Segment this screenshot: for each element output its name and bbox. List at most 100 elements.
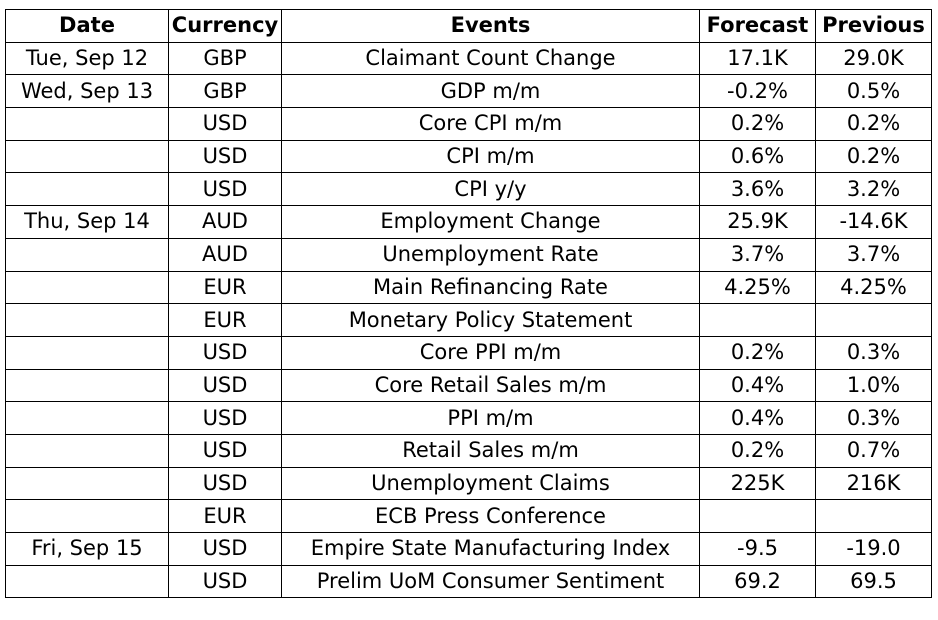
event-cell: GDP m/m (281, 74, 700, 109)
date-cell (5, 433, 169, 468)
date-cell: Wed, Sep 13 (5, 74, 169, 109)
previous-cell: 69.5 (815, 564, 932, 599)
economic-calendar-table: Date Currency Events Forecast Previous T… (5, 9, 932, 599)
currency-cell: GBP (168, 41, 282, 76)
header-row: Date Currency Events Forecast Previous (5, 9, 932, 43)
date-cell: Fri, Sep 15 (5, 532, 169, 566)
event-cell: ECB Press Conference (281, 499, 700, 533)
previous-cell: -19.0 (815, 532, 932, 566)
previous-header: Previous (815, 9, 932, 43)
table-row: USD Retail Sales m/m 0.2% 0.7% (5, 433, 932, 468)
table-row: AUD Unemployment Rate 3.7% 3.7% (5, 237, 932, 272)
previous-cell (815, 499, 932, 533)
previous-cell: 0.3% (815, 335, 932, 370)
event-cell: Prelim UoM Consumer Sentiment (281, 564, 700, 599)
event-cell: CPI y/y (281, 172, 700, 207)
event-cell: Empire State Manufacturing Index (281, 532, 700, 566)
event-cell: Retail Sales m/m (281, 433, 700, 468)
forecast-cell (699, 303, 816, 337)
table-row: EUR Main Refinancing Rate 4.25% 4.25% (5, 270, 932, 305)
currency-cell: USD (168, 172, 282, 207)
table-row: Fri, Sep 15 USD Empire State Manufacturing… (5, 532, 932, 566)
table-body: Tue, Sep 12 GBP Claimant Count Change 17.1K… (5, 41, 932, 599)
previous-cell: 3.7% (815, 237, 932, 272)
previous-cell: 0.7% (815, 433, 932, 468)
previous-cell: 3.2% (815, 172, 932, 207)
forecast-cell: 0.2% (699, 107, 816, 141)
previous-cell: 0.2% (815, 139, 932, 174)
previous-cell: 0.2% (815, 107, 932, 141)
event-cell: Employment Change (281, 205, 700, 239)
forecast-header: Forecast (699, 9, 816, 43)
event-cell: PPI m/m (281, 401, 700, 435)
forecast-cell (699, 499, 816, 533)
table-row: USD Unemployment Claims 225K 216K (5, 466, 932, 501)
previous-cell: -14.6K (815, 205, 932, 239)
date-cell (5, 368, 169, 403)
date-cell (5, 270, 169, 305)
currency-cell: USD (168, 466, 282, 501)
date-cell (5, 172, 169, 207)
forecast-cell: 0.4% (699, 368, 816, 403)
event-cell: Claimant Count Change (281, 41, 700, 76)
previous-cell: 1.0% (815, 368, 932, 403)
table-row: USD Core CPI m/m 0.2% 0.2% (5, 107, 932, 141)
event-cell: Unemployment Claims (281, 466, 700, 501)
previous-cell: 29.0K (815, 41, 932, 76)
table-row: USD CPI m/m 0.6% 0.2% (5, 139, 932, 174)
event-cell: Core PPI m/m (281, 335, 700, 370)
currency-cell: USD (168, 335, 282, 370)
forecast-cell: 3.7% (699, 237, 816, 272)
forecast-cell: -9.5 (699, 532, 816, 566)
currency-cell: USD (168, 107, 282, 141)
currency-cell: USD (168, 433, 282, 468)
currency-cell: EUR (168, 303, 282, 337)
date-cell: Tue, Sep 12 (5, 41, 169, 76)
forecast-cell: -0.2% (699, 74, 816, 109)
currency-cell: USD (168, 139, 282, 174)
date-cell (5, 139, 169, 174)
table-row: EUR Monetary Policy Statement (5, 303, 932, 337)
currency-cell: EUR (168, 270, 282, 305)
event-cell: Core Retail Sales m/m (281, 368, 700, 403)
forecast-cell: 0.2% (699, 335, 816, 370)
event-cell: Monetary Policy Statement (281, 303, 700, 337)
forecast-cell: 17.1K (699, 41, 816, 76)
previous-cell: 216K (815, 466, 932, 501)
currency-cell: USD (168, 564, 282, 599)
currency-cell: USD (168, 368, 282, 403)
table-row: EUR ECB Press Conference (5, 499, 932, 533)
date-cell (5, 303, 169, 337)
table-row: Wed, Sep 13 GBP GDP m/m -0.2% 0.5% (5, 74, 932, 109)
forecast-cell: 25.9K (699, 205, 816, 239)
date-cell (5, 466, 169, 501)
date-cell (5, 335, 169, 370)
date-cell (5, 237, 169, 272)
table-row: USD Core Retail Sales m/m 0.4% 1.0% (5, 368, 932, 403)
currency-header: Currency (168, 9, 282, 43)
table-row: Thu, Sep 14 AUD Employment Change 25.9K -14.… (5, 205, 932, 239)
event-cell: Core CPI m/m (281, 107, 700, 141)
forecast-cell: 0.2% (699, 433, 816, 468)
event-cell: Unemployment Rate (281, 237, 700, 272)
date-cell: Thu, Sep 14 (5, 205, 169, 239)
date-cell (5, 107, 169, 141)
currency-cell: USD (168, 532, 282, 566)
forecast-cell: 3.6% (699, 172, 816, 207)
currency-cell: GBP (168, 74, 282, 109)
date-header: Date (5, 9, 169, 43)
events-header: Events (281, 9, 700, 43)
forecast-cell: 69.2 (699, 564, 816, 599)
previous-cell: 0.3% (815, 401, 932, 435)
event-cell: Main Refinancing Rate (281, 270, 700, 305)
table-row: USD Prelim UoM Consumer Sentiment 69.2 69.5 (5, 564, 932, 599)
date-cell (5, 564, 169, 599)
forecast-cell: 0.6% (699, 139, 816, 174)
previous-cell: 0.5% (815, 74, 932, 109)
forecast-cell: 225K (699, 466, 816, 501)
table-row: USD Core PPI m/m 0.2% 0.3% (5, 335, 932, 370)
date-cell (5, 401, 169, 435)
forecast-cell: 4.25% (699, 270, 816, 305)
table-row: USD CPI y/y 3.6% 3.2% (5, 172, 932, 207)
date-cell (5, 499, 169, 533)
